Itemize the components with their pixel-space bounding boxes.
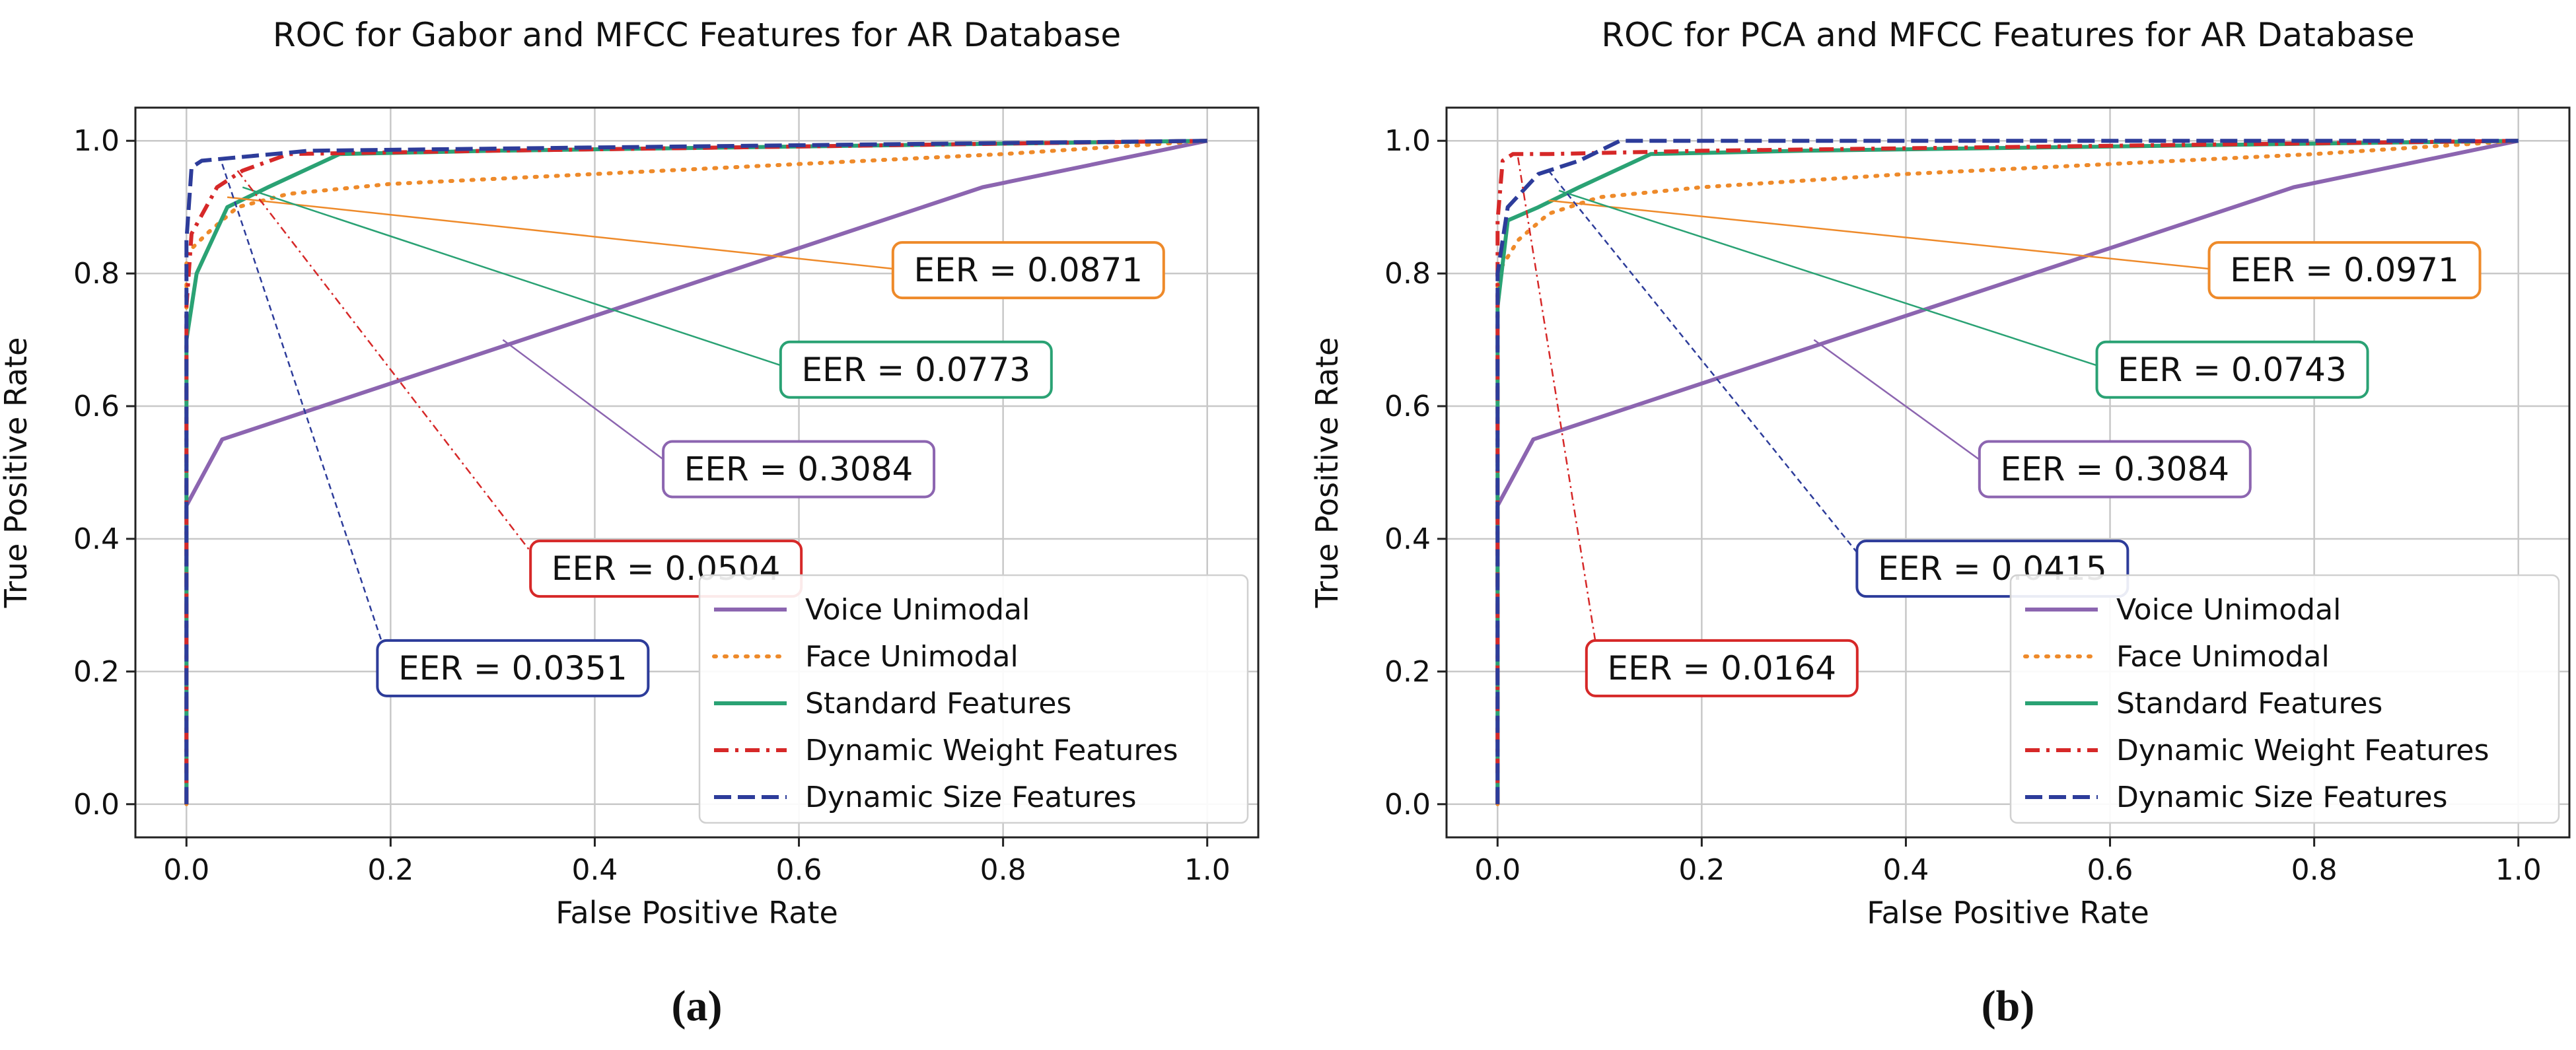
annotation-leader-standard (242, 186, 795, 370)
x-tick-label: 1.0 (1184, 853, 1231, 887)
chart-title: ROC for PCA and MFCC Features for AR Dat… (1601, 16, 2414, 54)
x-tick-label: 0.2 (1678, 853, 1725, 887)
annotation-leader-standard (1558, 190, 2110, 370)
x-tick-label: 1.0 (2495, 853, 2542, 887)
y-tick-label: 0.0 (73, 788, 120, 822)
y-tick-label: 0.2 (1384, 655, 1431, 689)
annotation-box-face (2207, 241, 2482, 300)
legend-label-size: Dynamic Size Features (2116, 781, 2448, 814)
legend-label-face: Face Unimodal (805, 640, 1019, 674)
x-tick-label: 0.6 (2087, 853, 2133, 887)
annotation-box-standard (2095, 340, 2369, 399)
y-tick-label: 1.0 (1384, 124, 1431, 158)
annotation-leader-size (1548, 170, 1871, 569)
series-line-face (184, 139, 1209, 806)
x-axis-label: False Positive Rate (1867, 895, 2149, 930)
annotation-box-size (376, 639, 650, 697)
series-line-size (184, 139, 1207, 804)
eer-label-voice: EER = 0.3084 (684, 450, 913, 488)
legend-label-voice: Voice Unimodal (805, 593, 1030, 627)
legend-label-size: Dynamic Size Features (805, 781, 1137, 814)
x-tick-label: 0.2 (367, 853, 413, 887)
panel-label: (a) (672, 982, 723, 1030)
legend: Voice Unimodal Face Unimodal Standard Feat… (698, 574, 1249, 824)
legend-label-weight: Dynamic Weight Features (2116, 734, 2489, 767)
legend-frame (698, 574, 1249, 824)
y-tick-label: 0.8 (1384, 257, 1431, 291)
plot-frame (1445, 106, 2571, 839)
legend-label-weight: Dynamic Weight Features (805, 734, 1178, 767)
y-tick-label: 0.0 (1384, 788, 1431, 822)
annotation-box-standard (779, 340, 1053, 399)
y-tick-label: 0.6 (73, 390, 120, 423)
annotation-leader-face (1548, 199, 2223, 271)
eer-label-standard: EER = 0.0743 (2118, 351, 2347, 389)
series-line-weight (1495, 139, 2519, 804)
eer-label-face: EER = 0.0971 (2230, 251, 2459, 289)
eer-label-face: EER = 0.0871 (914, 251, 1143, 289)
x-tick-label: 0.0 (1474, 853, 1521, 887)
annotation-leader-voice (502, 339, 677, 470)
eer-label-voice: EER = 0.3084 (2001, 450, 2230, 488)
annotation-box-face (891, 241, 1165, 300)
y-axis-label: True Positive Rate (0, 337, 34, 609)
legend-frame (2009, 574, 2560, 824)
y-tick-label: 1.0 (73, 124, 120, 158)
y-tick-label: 0.4 (73, 522, 120, 556)
annotation-box-voice (662, 440, 936, 499)
legend-label-voice: Voice Unimodal (2116, 593, 2341, 627)
annotation-leader-weight (236, 170, 545, 569)
roc-panel-a: ROC for Gabor and MFCC Features for AR D… (0, 16, 1260, 1030)
annotation-leader-size (221, 163, 392, 669)
x-tick-label: 0.6 (776, 853, 822, 887)
eer-label-standard: EER = 0.0773 (802, 351, 1031, 389)
x-tick-label: 0.4 (571, 853, 618, 887)
x-tick-label: 0.8 (980, 853, 1026, 887)
annotation-leader-face (227, 196, 906, 271)
y-tick-label: 0.8 (73, 257, 120, 291)
x-tick-label: 0.4 (1882, 853, 1929, 887)
roc-panel-b: ROC for PCA and MFCC Features for AR Dat… (1309, 16, 2571, 1030)
chart-title: ROC for Gabor and MFCC Features for AR D… (273, 16, 1121, 54)
y-axis-label: True Positive Rate (1309, 337, 1345, 609)
y-tick-label: 0.2 (73, 655, 120, 689)
y-tick-label: 0.6 (1384, 390, 1431, 423)
x-axis-label: False Positive Rate (555, 895, 838, 930)
annotation-box-weight (1585, 639, 1859, 697)
plot-frame (134, 106, 1260, 839)
eer-label-size: EER = 0.0351 (398, 649, 627, 687)
annotation-box-voice (1978, 440, 2252, 499)
legend-label-standard: Standard Features (2116, 687, 2382, 720)
annotation-leader-weight (1517, 157, 1601, 669)
annotation-leader-voice (1813, 339, 1993, 470)
x-tick-label: 0.8 (2291, 853, 2338, 887)
x-tick-label: 0.0 (163, 853, 209, 887)
legend-label-standard: Standard Features (805, 687, 1071, 720)
eer-label-weight: EER = 0.0164 (1608, 649, 1837, 687)
y-tick-label: 0.4 (1384, 522, 1431, 556)
legend: Voice Unimodal Face Unimodal Standard Feat… (2009, 574, 2560, 824)
panel-label: (b) (1982, 982, 2035, 1030)
legend-label-face: Face Unimodal (2116, 640, 2330, 674)
